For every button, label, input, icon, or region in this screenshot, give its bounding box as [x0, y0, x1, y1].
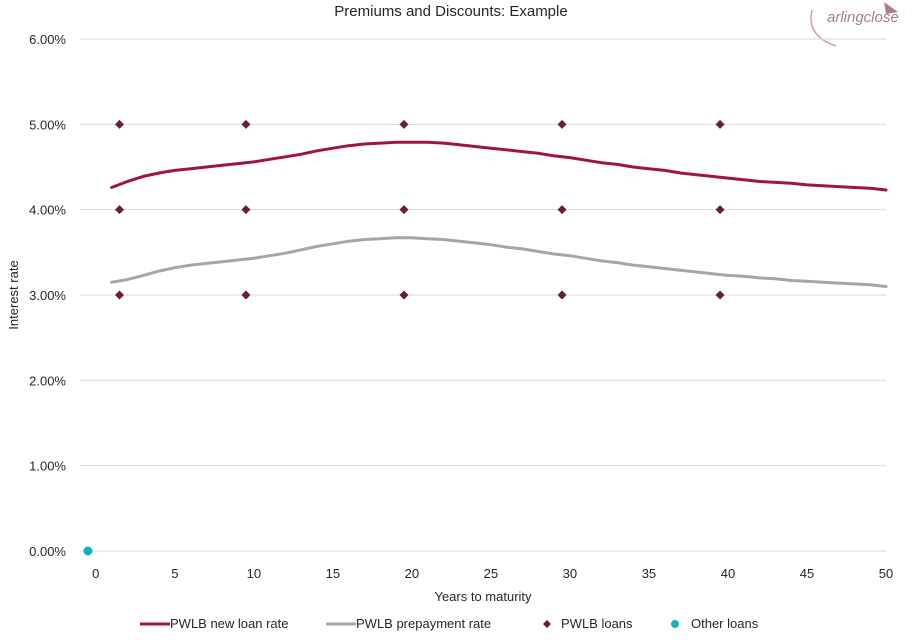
data-point-pwlb-loans: [241, 290, 251, 300]
x-tick-label: 25: [484, 566, 498, 581]
data-point-pwlb-loans: [715, 119, 725, 129]
x-tick-label: 50: [879, 566, 893, 581]
data-point-pwlb-loans: [241, 119, 251, 129]
legend-swatch-pwlb-loans: [543, 620, 551, 628]
data-point-pwlb-loans: [115, 119, 125, 129]
x-tick-label: 20: [405, 566, 419, 581]
x-tick-label: 40: [721, 566, 735, 581]
y-tick-label: 0.00%: [29, 544, 66, 559]
x-tick-label: 30: [563, 566, 577, 581]
data-point-pwlb-loans: [557, 290, 567, 300]
legend-label-pwlb-prepayment-rate: PWLB prepayment rate: [356, 616, 491, 631]
x-tick-label: 15: [326, 566, 340, 581]
data-point-pwlb-loans: [399, 119, 409, 129]
legend: PWLB new loan rate PWLB prepayment rate PW…: [140, 616, 759, 631]
y-tick-label: 4.00%: [29, 203, 66, 218]
series-line-pwlb-prepayment-rate: [110, 236, 888, 288]
logo: arlingclose: [810, 2, 899, 47]
data-point-pwlb-loans: [399, 290, 409, 300]
x-tick-label: 35: [642, 566, 656, 581]
data-point-pwlb-loans: [399, 205, 409, 215]
legend-label-pwlb-new-loan-rate: PWLB new loan rate: [170, 616, 289, 631]
gridlines: [80, 38, 886, 552]
y-tick-label: 5.00%: [29, 117, 66, 132]
data-point-pwlb-loans: [115, 290, 125, 300]
x-tick-label: 5: [171, 566, 178, 581]
series-line-pwlb-new-loan-rate: [110, 140, 888, 192]
x-tick-label: 45: [800, 566, 814, 581]
data-point-other-loans: [83, 546, 93, 556]
chart-title: Premiums and Discounts: Example: [334, 3, 567, 20]
x-axis-label: Years to maturity: [434, 589, 532, 604]
legend-label-pwlb-loans: PWLB loans: [561, 616, 633, 631]
x-axis-ticks: 0 5 10 15 20 25 30 35 40 45 50: [92, 566, 893, 581]
data-point-pwlb-loans: [557, 205, 567, 215]
data-point-pwlb-loans: [115, 205, 125, 215]
logo-swoosh: [810, 9, 837, 47]
y-tick-label: 6.00%: [29, 32, 66, 47]
y-axis-ticks: 0.00% 1.00% 2.00% 3.00% 4.00% 5.00% 6.00%: [29, 32, 66, 559]
x-tick-label: 10: [247, 566, 261, 581]
y-axis-label: Interest rate: [6, 260, 21, 329]
data-point-pwlb-loans: [241, 205, 251, 215]
data-point-pwlb-loans: [715, 205, 725, 215]
series: [83, 119, 888, 556]
data-point-pwlb-loans: [557, 119, 567, 129]
x-tick-label: 0: [92, 566, 99, 581]
legend-label-other-loans: Other loans: [691, 616, 759, 631]
logo-text: arlingclose: [827, 9, 899, 26]
y-tick-label: 2.00%: [29, 373, 66, 388]
data-point-pwlb-loans: [715, 290, 725, 300]
y-tick-label: 3.00%: [29, 288, 66, 303]
y-tick-label: 1.00%: [29, 459, 66, 474]
logo-arrow: [884, 2, 898, 14]
legend-swatch-other-loans: [671, 620, 679, 628]
